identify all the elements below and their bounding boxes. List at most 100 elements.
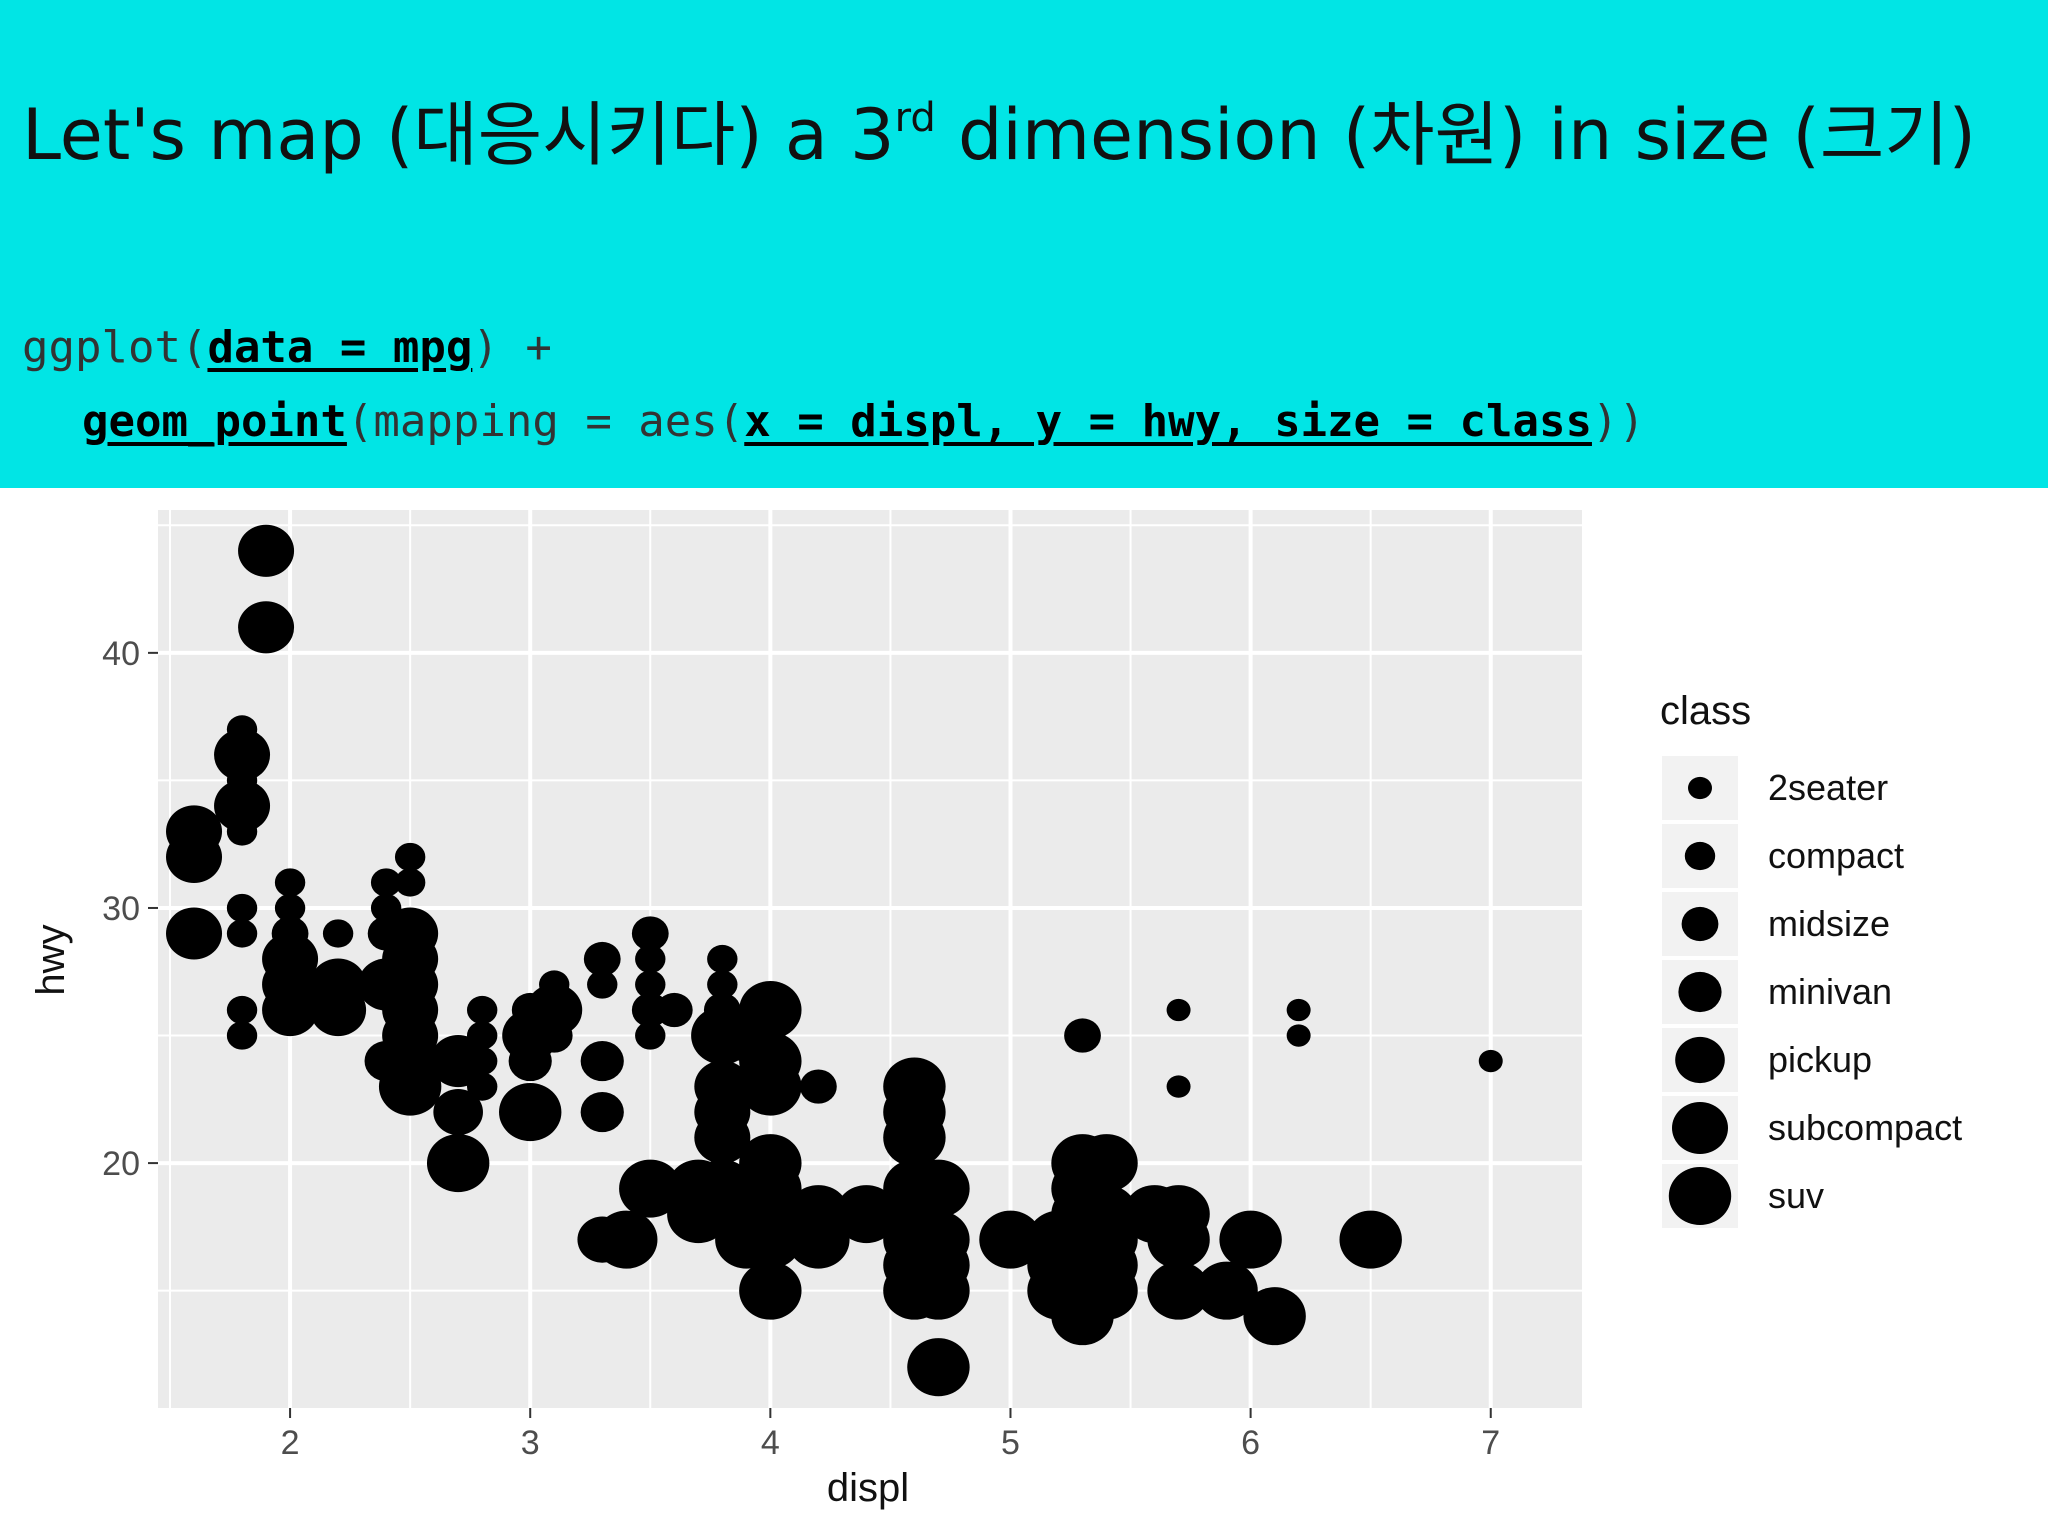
data-point xyxy=(535,1018,573,1053)
data-points xyxy=(166,524,1503,1397)
legend-title: class xyxy=(1660,689,1751,733)
legend-symbol xyxy=(1672,1101,1728,1155)
title-text: Let's map (대응시키다) a 3 xyxy=(22,94,895,176)
data-point xyxy=(430,1035,487,1088)
code-fn-geom-point: geom_point xyxy=(82,396,347,447)
data-point xyxy=(883,1108,946,1167)
data-point xyxy=(226,1021,258,1050)
legend-label: subcompact xyxy=(1768,1107,1962,1148)
data-point xyxy=(238,524,295,577)
data-point xyxy=(226,995,258,1025)
data-point xyxy=(466,995,498,1025)
data-point xyxy=(580,1040,624,1082)
scatter-plot: 2 3 4 5 6 7 20 30 40 displ hwy class 2seater comp… xyxy=(29,510,1962,1510)
data-point xyxy=(1147,1261,1210,1320)
data-point xyxy=(799,1069,837,1104)
data-point xyxy=(587,970,618,999)
code-close: ) + xyxy=(472,322,552,373)
data-point xyxy=(577,1216,628,1263)
data-point xyxy=(466,1046,498,1076)
data-point xyxy=(370,868,402,897)
data-point xyxy=(226,893,258,923)
data-point xyxy=(378,1057,442,1116)
data-point xyxy=(655,992,693,1028)
data-point xyxy=(322,919,354,948)
data-point xyxy=(1075,1261,1138,1320)
x-tick-label: 7 xyxy=(1481,1424,1500,1462)
data-point xyxy=(739,1261,802,1320)
title-text-end: dimension (차원) in size (크기) xyxy=(935,94,1976,176)
legend-symbol xyxy=(1678,971,1722,1013)
minor-gridlines xyxy=(158,510,1582,1408)
data-point xyxy=(274,868,306,897)
data-point xyxy=(1166,998,1191,1022)
data-point xyxy=(739,1057,802,1116)
legend-label: suv xyxy=(1768,1175,1824,1216)
data-point xyxy=(1243,1287,1306,1346)
x-tick-label: 4 xyxy=(761,1424,780,1462)
data-point xyxy=(619,1159,682,1218)
slide-title: Let's map (대응시키다) a 3rd dimension (차원) i… xyxy=(22,98,1976,170)
data-point xyxy=(583,941,621,977)
data-point xyxy=(707,970,738,999)
data-point xyxy=(979,1210,1042,1269)
legend: class 2seater compact midsize minivan pickup… xyxy=(1660,689,1962,1228)
data-point xyxy=(214,728,271,781)
title-banner: Let's map (대응시키다) a 3rd dimension (차원) i… xyxy=(0,0,2048,488)
x-tick-label: 3 xyxy=(521,1424,540,1462)
data-point xyxy=(466,1072,498,1101)
code-arg-aes: x = displ, y = hwy, size = class xyxy=(744,396,1592,447)
data-point xyxy=(1064,1018,1101,1053)
data-point xyxy=(739,981,802,1040)
legend-symbol xyxy=(1675,1036,1725,1084)
data-point xyxy=(1286,998,1311,1022)
data-point xyxy=(580,1091,624,1133)
code-line-geom-point: geom_point(mapping = aes(x = displ, y = … xyxy=(82,400,1645,444)
data-point xyxy=(226,817,258,846)
data-point xyxy=(787,1210,850,1269)
title-superscript: rd xyxy=(894,95,936,141)
data-point xyxy=(907,1338,970,1397)
data-point xyxy=(426,1134,490,1193)
data-point xyxy=(508,1040,552,1082)
legend-label: minivan xyxy=(1768,971,1892,1012)
data-point xyxy=(1478,1049,1503,1073)
data-point xyxy=(274,944,306,974)
legend-symbol xyxy=(1684,841,1716,871)
data-point xyxy=(835,1185,898,1244)
data-point xyxy=(394,868,426,897)
code-close: )) xyxy=(1591,396,1645,447)
code-fn-ggplot: ggplot xyxy=(22,322,181,373)
data-point xyxy=(1075,1134,1138,1193)
data-point xyxy=(707,944,738,974)
data-point xyxy=(694,1111,751,1164)
code-paren: ( xyxy=(180,322,208,373)
data-point xyxy=(466,1021,498,1050)
y-axis-title: hwy xyxy=(29,924,73,995)
data-point xyxy=(262,983,319,1037)
data-point xyxy=(214,779,271,832)
data-point xyxy=(635,1021,666,1050)
data-point xyxy=(1286,1024,1311,1047)
axes: 2 3 4 5 6 7 20 30 40 xyxy=(102,635,1500,1462)
legend-label: pickup xyxy=(1768,1039,1872,1080)
data-point xyxy=(1195,1261,1258,1320)
code-mapping: (mapping = aes( xyxy=(346,396,745,447)
data-point xyxy=(635,970,666,999)
plot-panel xyxy=(158,510,1582,1408)
legend-label: midsize xyxy=(1768,903,1890,944)
code-arg-data: data = mpg xyxy=(207,322,473,373)
data-point xyxy=(310,983,367,1037)
data-point xyxy=(238,601,295,654)
x-axis-title: displ xyxy=(827,1466,909,1510)
y-tick-label: 40 xyxy=(102,635,140,673)
data-point xyxy=(1147,1210,1210,1269)
data-point xyxy=(1219,1210,1282,1269)
data-point xyxy=(394,842,426,872)
data-point xyxy=(166,907,223,960)
data-point xyxy=(274,893,306,923)
data-point xyxy=(907,1261,970,1320)
legend-symbol xyxy=(1668,1166,1732,1226)
legend-label: compact xyxy=(1768,835,1904,876)
y-tick-label: 30 xyxy=(102,890,140,928)
